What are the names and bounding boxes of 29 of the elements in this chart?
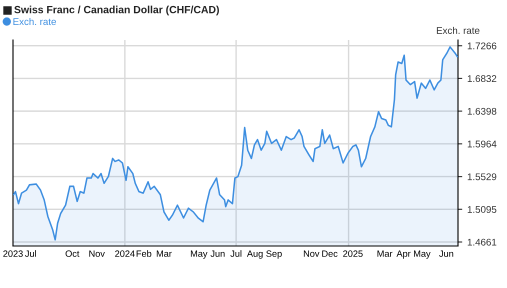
x-tick-label: Jun (439, 250, 454, 257)
x-tick-label: Dec (322, 250, 338, 257)
x-tick-label: 2024 (115, 250, 135, 257)
x-tick-label: Feb (136, 250, 152, 257)
x-tick-label: Jun (210, 250, 225, 257)
x-tick-label: Jul (25, 250, 36, 257)
x-tick-label: 2025 (343, 250, 363, 257)
x-tick-label: Apr (396, 250, 411, 259)
x-tick-label: Nov (304, 250, 320, 257)
x-tick-label: 2023 (3, 250, 23, 257)
x-tick-label: May (414, 250, 431, 259)
y-tick-label: 1.6398 (468, 108, 496, 115)
x-tick-label: Aug (246, 250, 263, 259)
x-tick-label: Sep (266, 250, 282, 259)
x-tick-label: Jul (230, 250, 242, 257)
x-tick-label: Nov (89, 250, 105, 257)
legend-label: Exch. rate (13, 18, 56, 26)
y-tick-label: 1.5964 (468, 140, 496, 148)
chart-title: Swiss Franc / Canadian Dollar (CHF/CAD) (14, 6, 219, 16)
y-tick-label: 1.5095 (468, 206, 496, 213)
x-tick-label: Mar (378, 250, 392, 257)
y-tick-label: 1.7266 (468, 42, 496, 50)
y-tick-label: 1.5529 (468, 173, 496, 180)
y-axis-title: Exch. rate (436, 26, 480, 34)
x-tick-label: Mar (156, 250, 172, 257)
y-tick-label: 1.6832 (468, 75, 496, 82)
y-tick-label: 1.4661 (468, 238, 496, 246)
x-tick-label: Oct (66, 250, 80, 257)
x-tick-label: May (190, 250, 208, 259)
